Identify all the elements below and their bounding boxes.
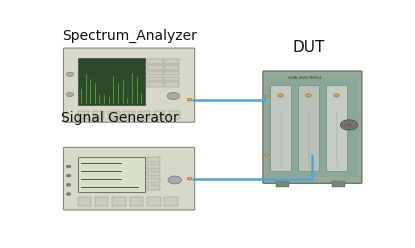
Bar [108, 111, 120, 119]
Circle shape [66, 184, 71, 186]
Bar [276, 182, 289, 187]
Bar [112, 197, 126, 206]
Bar [78, 111, 89, 119]
FancyBboxPatch shape [263, 71, 362, 183]
Bar [164, 77, 179, 81]
Circle shape [66, 193, 71, 195]
Bar [147, 185, 160, 190]
Bar [147, 71, 163, 75]
Bar [332, 182, 345, 187]
Text: SIGNAL DEVICE MODULE: SIGNAL DEVICE MODULE [288, 76, 322, 80]
Bar [298, 85, 319, 171]
Circle shape [187, 177, 192, 180]
Bar [123, 111, 135, 119]
Circle shape [265, 95, 269, 97]
Bar [266, 77, 359, 177]
Bar [78, 197, 91, 206]
Bar [164, 71, 179, 75]
Bar [147, 164, 160, 169]
Circle shape [66, 72, 73, 76]
Bar [147, 82, 163, 87]
Bar [147, 65, 163, 70]
Bar [147, 77, 163, 81]
Bar [270, 85, 291, 171]
Bar [147, 197, 161, 206]
Circle shape [265, 154, 269, 156]
Circle shape [168, 176, 181, 184]
Bar [138, 111, 150, 119]
Bar [78, 157, 144, 192]
Circle shape [340, 120, 358, 130]
Circle shape [66, 174, 71, 177]
Text: Signal Generator: Signal Generator [61, 111, 178, 125]
Circle shape [306, 94, 311, 97]
Bar [154, 111, 165, 119]
Bar [164, 82, 179, 87]
Bar [93, 111, 104, 119]
Bar [168, 111, 180, 119]
Bar [164, 197, 178, 206]
Bar [147, 178, 160, 183]
FancyBboxPatch shape [63, 48, 195, 122]
FancyBboxPatch shape [63, 147, 195, 210]
Circle shape [334, 94, 339, 97]
Bar [95, 197, 108, 206]
Bar [164, 59, 179, 64]
Bar [147, 59, 163, 64]
Bar [78, 58, 144, 105]
Circle shape [187, 98, 192, 101]
Bar [130, 197, 143, 206]
Bar [147, 156, 160, 162]
Text: Spectrum_Analyzer: Spectrum_Analyzer [62, 29, 197, 43]
Circle shape [278, 94, 283, 97]
Bar [326, 85, 347, 171]
Bar [164, 65, 179, 70]
Circle shape [167, 92, 180, 100]
Circle shape [66, 93, 73, 97]
Circle shape [66, 165, 71, 168]
Text: DUT: DUT [293, 40, 325, 55]
Bar [147, 171, 160, 176]
